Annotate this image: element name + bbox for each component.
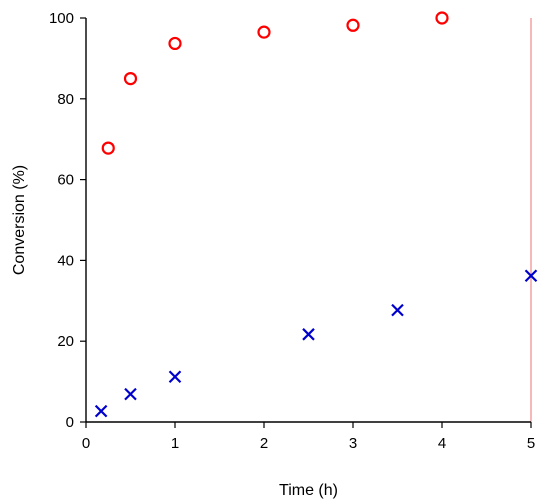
- x-axis-ticks: 0 1 2 3 4 5: [82, 422, 535, 452]
- circle-marker: [101, 141, 115, 155]
- x-tick-label: 2: [260, 435, 268, 452]
- cross-marker: [168, 370, 182, 384]
- y-tick-label: 80: [57, 91, 74, 108]
- circle-marker: [346, 18, 360, 32]
- y-axis-title: Conversion (%): [11, 165, 28, 275]
- circle-marker: [257, 25, 271, 39]
- y-tick-label: 60: [57, 172, 74, 189]
- cross-marker: [302, 328, 315, 341]
- x-axis-title: Time (h): [279, 482, 338, 499]
- circle-marker: [123, 71, 138, 86]
- x-tick-label: 0: [82, 435, 90, 452]
- x-tick-label: 1: [171, 435, 179, 452]
- y-tick-label: 0: [66, 414, 74, 431]
- cross-marker: [94, 404, 108, 418]
- circle-marker: [168, 36, 182, 51]
- y-axis-ticks: 0 20 40 60 80 100: [49, 10, 86, 431]
- data-markers: [94, 11, 538, 418]
- circle-marker: [435, 11, 449, 25]
- axes: [85, 18, 531, 423]
- cross-marker: [391, 303, 404, 317]
- x-tick-label: 4: [438, 435, 446, 452]
- cross-marker: [524, 269, 538, 283]
- x-tick-label: 5: [527, 435, 535, 452]
- y-tick-label: 100: [49, 10, 74, 27]
- x-tick-label: 3: [349, 435, 357, 452]
- y-tick-label: 20: [57, 333, 74, 350]
- y-tick-label: 40: [57, 252, 74, 269]
- cross-marker: [124, 387, 137, 401]
